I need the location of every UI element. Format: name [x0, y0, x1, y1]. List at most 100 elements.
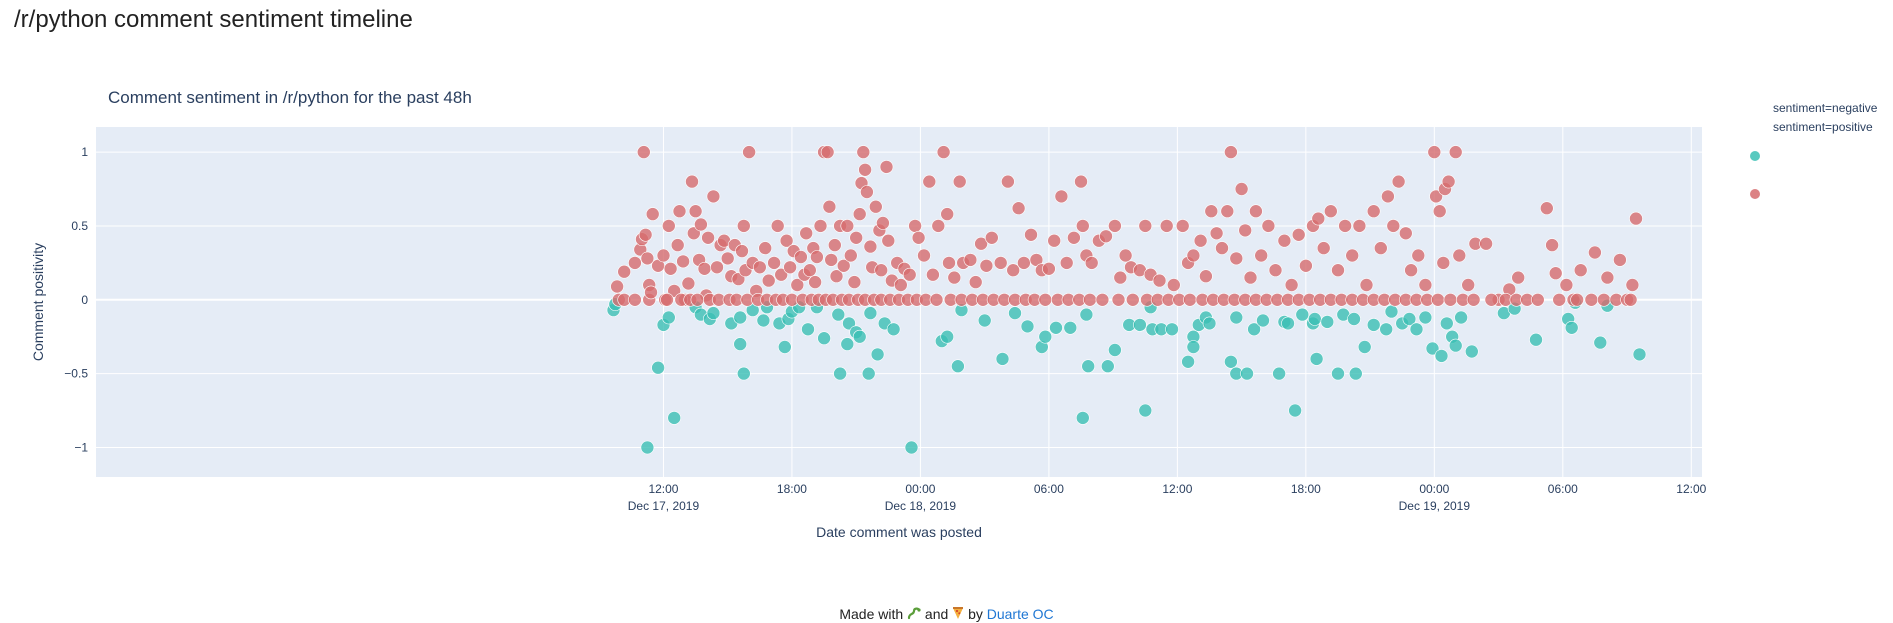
- data-point[interactable]: [1118, 248, 1133, 263]
- data-point[interactable]: [902, 267, 917, 282]
- data-point[interactable]: [852, 329, 867, 344]
- data-point[interactable]: [1038, 293, 1053, 307]
- data-point[interactable]: [1229, 251, 1244, 266]
- data-point[interactable]: [1466, 293, 1481, 307]
- data-point[interactable]: [833, 366, 847, 381]
- data-point[interactable]: [1108, 343, 1122, 357]
- data-point[interactable]: [1234, 182, 1249, 196]
- data-point[interactable]: [1020, 319, 1035, 334]
- data-point[interactable]: [1366, 204, 1381, 218]
- data-point[interactable]: [1038, 329, 1053, 344]
- data-point[interactable]: [1024, 228, 1038, 242]
- data-point[interactable]: [1448, 145, 1463, 159]
- data-point[interactable]: [840, 337, 855, 351]
- data-point[interactable]: [926, 267, 940, 282]
- data-point[interactable]: [1545, 238, 1559, 252]
- data-point[interactable]: [1261, 219, 1276, 233]
- data-point[interactable]: [1224, 354, 1238, 369]
- data-point[interactable]: [742, 145, 756, 159]
- data-point[interactable]: [1017, 256, 1031, 270]
- data-point[interactable]: [1529, 332, 1543, 347]
- data-point[interactable]: [827, 238, 842, 252]
- data-point[interactable]: [690, 293, 705, 307]
- data-point[interactable]: [1338, 219, 1352, 233]
- data-point[interactable]: [831, 307, 846, 322]
- data-point[interactable]: [820, 145, 835, 159]
- data-point[interactable]: [638, 228, 653, 242]
- data-point[interactable]: [1386, 219, 1401, 233]
- data-point[interactable]: [1133, 318, 1147, 332]
- data-point[interactable]: [1240, 366, 1254, 381]
- data-point[interactable]: [672, 204, 687, 218]
- data-point[interactable]: [667, 411, 682, 425]
- data-point[interactable]: [1374, 241, 1388, 255]
- data-point[interactable]: [936, 145, 951, 159]
- data-point[interactable]: [1181, 354, 1195, 369]
- data-point[interactable]: [1431, 293, 1445, 307]
- data-point[interactable]: [979, 259, 994, 273]
- data-point[interactable]: [942, 256, 956, 270]
- data-point[interactable]: [861, 366, 876, 381]
- data-point[interactable]: [1084, 256, 1099, 270]
- data-point[interactable]: [870, 347, 885, 362]
- data-point[interactable]: [984, 231, 999, 245]
- data-point[interactable]: [1320, 315, 1335, 329]
- data-point[interactable]: [1584, 293, 1599, 307]
- data-point[interactable]: [863, 239, 878, 254]
- data-point[interactable]: [858, 163, 872, 177]
- data-point[interactable]: [1152, 273, 1167, 288]
- data-point[interactable]: [1629, 211, 1643, 226]
- data-point[interactable]: [1074, 174, 1088, 189]
- data-point[interactable]: [852, 207, 867, 221]
- data-point[interactable]: [752, 260, 767, 275]
- data-point[interactable]: [1183, 293, 1197, 307]
- data-point[interactable]: [733, 310, 748, 325]
- data-point[interactable]: [886, 322, 901, 337]
- data-point[interactable]: [701, 231, 715, 245]
- data-point[interactable]: [1597, 293, 1611, 307]
- data-point[interactable]: [770, 219, 785, 233]
- data-point[interactable]: [1331, 263, 1345, 277]
- data-point[interactable]: [1095, 293, 1110, 307]
- data-point[interactable]: [667, 284, 682, 298]
- data-point[interactable]: [735, 244, 749, 258]
- data-point[interactable]: [610, 279, 624, 294]
- data-point[interactable]: [863, 306, 878, 320]
- data-point[interactable]: [908, 219, 922, 233]
- data-point[interactable]: [879, 160, 894, 174]
- data-point[interactable]: [1357, 340, 1372, 354]
- data-point[interactable]: [1632, 347, 1647, 362]
- data-point[interactable]: [1570, 293, 1584, 307]
- data-point[interactable]: [842, 316, 856, 331]
- data-point[interactable]: [1165, 322, 1179, 337]
- data-point[interactable]: [663, 262, 678, 276]
- data-point[interactable]: [1229, 310, 1244, 325]
- data-point[interactable]: [817, 331, 831, 346]
- data-point[interactable]: [1411, 248, 1426, 263]
- data-point[interactable]: [1540, 201, 1554, 215]
- data-point[interactable]: [1268, 263, 1283, 277]
- data-point[interactable]: [1243, 270, 1258, 285]
- data-point[interactable]: [1186, 340, 1201, 354]
- data-point[interactable]: [856, 145, 871, 159]
- data-point[interactable]: [1059, 256, 1074, 270]
- data-point[interactable]: [1209, 226, 1224, 241]
- data-point[interactable]: [1256, 313, 1270, 328]
- data-point[interactable]: [1347, 312, 1361, 326]
- data-point[interactable]: [736, 219, 751, 233]
- data-point[interactable]: [1047, 233, 1061, 248]
- data-point[interactable]: [1224, 145, 1238, 159]
- data-point[interactable]: [1625, 278, 1640, 292]
- data-point[interactable]: [783, 260, 797, 275]
- data-point[interactable]: [1391, 174, 1406, 189]
- data-point[interactable]: [676, 254, 690, 269]
- data-point[interactable]: [1193, 233, 1208, 248]
- data-point[interactable]: [1429, 189, 1443, 204]
- data-point[interactable]: [1448, 338, 1463, 353]
- data-point[interactable]: [1063, 320, 1078, 335]
- data-point[interactable]: [1175, 219, 1190, 233]
- data-point[interactable]: [922, 174, 937, 189]
- data-point[interactable]: [1126, 293, 1140, 307]
- legend[interactable]: sentiment=negative sentiment=positive: [1750, 101, 1878, 199]
- data-point[interactable]: [685, 174, 699, 189]
